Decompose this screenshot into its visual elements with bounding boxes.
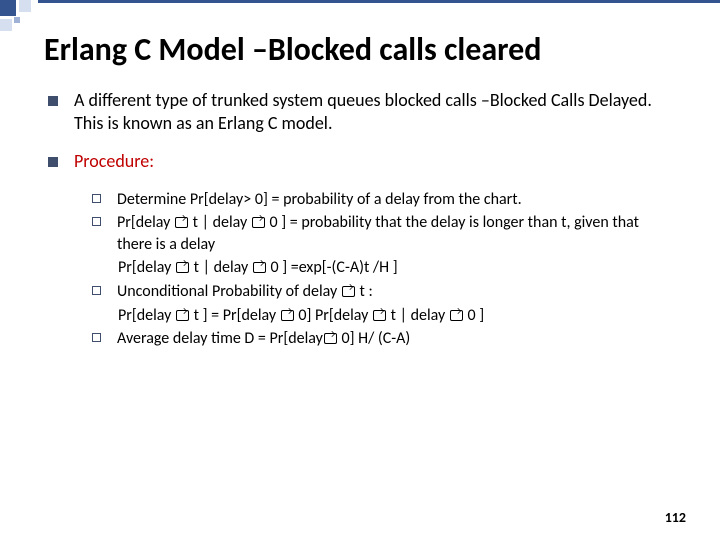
greater-than-icon bbox=[373, 310, 386, 321]
sub-bullet-list: Determine Pr[delay> 0] = probability of … bbox=[44, 189, 676, 350]
sub-bullet-continuation: Pr[delay t ] = Pr[delay 0] Pr[delay t | … bbox=[92, 305, 676, 327]
slide-content: Erlang C Model –Blocked calls cleared A … bbox=[0, 0, 720, 350]
sub-bullet-text: Determine Pr[delay> 0] = probability of … bbox=[117, 189, 522, 211]
page-number: 112 bbox=[665, 509, 686, 526]
square-bullet-icon bbox=[48, 157, 58, 167]
deco-square bbox=[19, 0, 31, 12]
deco-square bbox=[14, 17, 20, 23]
greater-than-icon bbox=[252, 217, 265, 228]
sub-bullet-item: Unconditional Probability of delay t : bbox=[92, 281, 676, 303]
text-fragment: 0] Pr[delay bbox=[295, 306, 372, 325]
text-fragment: Pr[delay bbox=[118, 306, 175, 325]
hollow-square-bullet-icon bbox=[92, 194, 101, 203]
text-fragment: t ] = Pr[delay bbox=[190, 306, 280, 325]
greater-than-icon bbox=[281, 310, 294, 321]
text-fragment: Pr[delay bbox=[118, 258, 175, 277]
corner-decoration bbox=[0, 0, 38, 38]
bullet-item: A different type of trunked system queue… bbox=[44, 89, 676, 134]
sub-bullet-item: Pr[delay t | delay 0 ] = probability tha… bbox=[92, 212, 676, 255]
greater-than-icon bbox=[324, 333, 337, 344]
bullet-text: A different type of trunked system queue… bbox=[74, 89, 676, 134]
text-fragment: 0 ] bbox=[464, 306, 484, 325]
greater-than-icon bbox=[176, 310, 189, 321]
text-fragment: t | delay bbox=[190, 258, 252, 277]
text-fragment: Pr[delay bbox=[117, 213, 174, 232]
greater-than-icon bbox=[176, 262, 189, 273]
text-fragment: 0 ] =exp[-(C-A)t /H ] bbox=[267, 258, 398, 277]
sub-bullet-text: Pr[delay t | delay 0 ] = probability tha… bbox=[117, 212, 676, 255]
slide-title: Erlang C Model –Blocked calls cleared bbox=[44, 32, 676, 67]
sub-bullet-continuation: Pr[delay t | delay 0 ] =exp[-(C-A)t /H ] bbox=[92, 257, 676, 279]
deco-square bbox=[0, 19, 12, 31]
greater-than-icon bbox=[175, 217, 188, 228]
text-fragment: Unconditional Probability of delay bbox=[117, 282, 341, 301]
hollow-square-bullet-icon bbox=[92, 333, 101, 342]
sub-bullet-item: Determine Pr[delay> 0] = probability of … bbox=[92, 189, 676, 211]
deco-square bbox=[0, 0, 16, 16]
text-fragment: Average delay time D = Pr[delay bbox=[117, 329, 323, 348]
bullet-item: Procedure: bbox=[44, 150, 676, 173]
hollow-square-bullet-icon bbox=[92, 217, 101, 226]
text-fragment: t : bbox=[356, 282, 373, 301]
square-bullet-icon bbox=[48, 96, 58, 106]
sub-bullet-text: Unconditional Probability of delay t : bbox=[117, 281, 373, 303]
hollow-square-bullet-icon bbox=[92, 286, 101, 295]
greater-than-icon bbox=[450, 310, 463, 321]
text-fragment: t | delay bbox=[387, 306, 449, 325]
sub-bullet-item: Average delay time D = Pr[delay 0] H/ (C… bbox=[92, 328, 676, 350]
sub-bullet-text: Average delay time D = Pr[delay 0] H/ (C… bbox=[117, 328, 410, 350]
text-fragment: t | delay bbox=[189, 213, 251, 232]
text-fragment: 0] H/ (C-A) bbox=[338, 329, 410, 348]
greater-than-icon bbox=[253, 262, 266, 273]
procedure-label: Procedure: bbox=[74, 150, 154, 173]
greater-than-icon bbox=[342, 286, 355, 297]
top-border-line bbox=[38, 0, 720, 3]
